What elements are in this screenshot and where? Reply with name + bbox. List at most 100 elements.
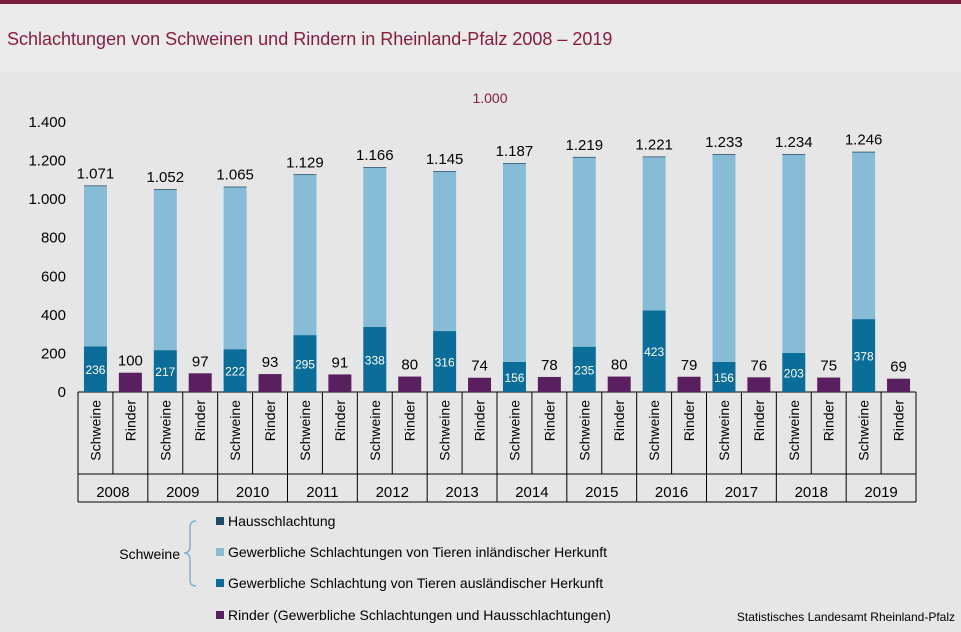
category-label-schweine: Schweine [506,400,522,461]
data-label-auslaendisch: 156 [504,371,524,385]
bar-schweine-auslaendisch [363,326,387,392]
data-label-rinder: 76 [751,357,768,374]
bar-schweine-inlaendisch [293,175,317,336]
data-label-rinder: 78 [541,357,558,374]
category-label-rinder: Rinder [611,400,627,442]
category-label-rinder: Rinder [751,400,767,442]
y-tick-label: 600 [41,268,66,285]
bar-rinder [747,377,771,392]
year-label: 2016 [655,484,688,501]
y-tick-label: 200 [41,345,66,362]
bar-schweine-auslaendisch [852,319,876,392]
data-label-auslaendisch: 217 [155,365,175,379]
bar-schweine-inlaendisch [712,154,736,362]
legend-label-auslaendisch: Gewerbliche Schlachtung von Tieren auslä… [228,575,603,591]
bar-schweine-inlaendisch [852,152,876,320]
category-label-schweine: Schweine [437,400,453,461]
legend-label-rinder: Rinder (Gewerbliche Schlachtungen und Ha… [228,607,611,623]
category-label-schweine: Schweine [576,400,592,461]
bar-schweine-inlaendisch [782,154,806,353]
category-label-schweine: Schweine [87,400,103,461]
bar-schweine-inlaendisch [642,157,666,311]
bar-schweine-auslaendisch [153,350,177,392]
bar-schweine-inlaendisch [572,157,596,347]
category-label-schweine: Schweine [786,400,802,461]
bar-schweine-auslaendisch [293,335,317,392]
category-label-rinder: Rinder [681,400,697,442]
category-label-schweine: Schweine [367,400,383,461]
bar-schweine-hausschlachtung [363,167,387,168]
data-label-schweine-total: 1.221 [635,137,673,154]
bar-schweine-auslaendisch [502,361,526,392]
bar-schweine-hausschlachtung [642,156,666,158]
bar-schweine-hausschlachtung [852,151,876,153]
y-tick-label: 1.400 [28,114,66,131]
bar-rinder [188,373,212,392]
data-label-auslaendisch: 222 [225,365,245,379]
data-label-schweine-total: 1.234 [775,134,813,151]
category-label-rinder: Rinder [472,400,488,442]
y-tick-label: 400 [41,307,66,324]
bar-rinder [677,376,701,392]
bar-schweine-hausschlachtung [153,189,177,190]
category-label-schweine: Schweine [227,400,243,461]
bar-schweine-inlaendisch [433,171,457,332]
year-label: 2013 [445,484,478,501]
bar-rinder [817,377,841,392]
bar-schweine-auslaendisch [223,349,247,392]
bar-rinder [887,378,911,392]
data-label-schweine-total: 1.246 [845,132,883,149]
data-label-schweine-total: 1.071 [77,165,115,182]
legend-swatch-inlaendisch [216,548,224,556]
legend-swatch-auslaendisch [216,579,224,587]
y-tick-label: 1.000 [28,191,66,208]
category-label-rinder: Rinder [541,400,557,442]
year-label: 2010 [236,484,269,501]
category-label-schweine: Schweine [646,400,662,461]
data-label-auslaendisch: 338 [365,353,385,367]
data-label-auslaendisch: 295 [295,358,315,372]
bar-rinder [537,376,561,392]
unit-label: 1.000 [472,90,507,106]
bar-schweine-inlaendisch [363,167,387,327]
bar-rinder [328,374,352,392]
legend-swatch-rinder [216,611,224,619]
bar-schweine-hausschlachtung [572,156,596,158]
bar-schweine-auslaendisch [433,331,457,392]
bar-schweine-hausschlachtung [83,185,107,187]
bar-schweine-auslaendisch [642,310,666,392]
data-label-auslaendisch: 378 [854,350,874,364]
data-label-rinder: 93 [262,354,279,371]
data-label-rinder: 74 [471,358,488,375]
category-label-rinder: Rinder [402,400,418,442]
data-label-auslaendisch: 156 [714,371,734,385]
year-label: 2009 [166,484,199,501]
year-label: 2011 [306,484,338,501]
bar-rinder [468,377,492,392]
data-label-auslaendisch: 316 [435,356,455,370]
bar-rinder [258,374,282,392]
category-label-rinder: Rinder [262,400,278,442]
data-label-auslaendisch: 203 [784,366,804,380]
data-label-schweine-total: 1.129 [286,154,324,171]
y-tick-label: 800 [41,230,66,247]
data-label-schweine-total: 1.166 [356,147,394,164]
bar-schweine-inlaendisch [502,163,526,362]
year-label: 2012 [376,484,409,501]
year-label: 2015 [585,484,618,501]
bar-schweine-inlaendisch [223,187,247,350]
source-note: Statistisches Landesamt Rheinland-Pfalz [736,610,955,624]
legend-label-hausschlachtung: Hausschlachtung [228,513,335,529]
data-label-schweine-total: 1.233 [705,134,743,151]
year-label: 2008 [96,484,129,501]
category-label-schweine: Schweine [297,400,313,461]
category-label-rinder: Rinder [332,400,348,442]
data-label-schweine-total: 1.145 [426,151,464,168]
bar-rinder [398,376,422,392]
bar-schweine-hausschlachtung [782,154,806,155]
data-label-auslaendisch: 423 [644,345,664,359]
year-label: 2019 [864,484,897,501]
data-label-rinder: 79 [681,357,698,374]
category-label-schweine: Schweine [856,400,872,461]
